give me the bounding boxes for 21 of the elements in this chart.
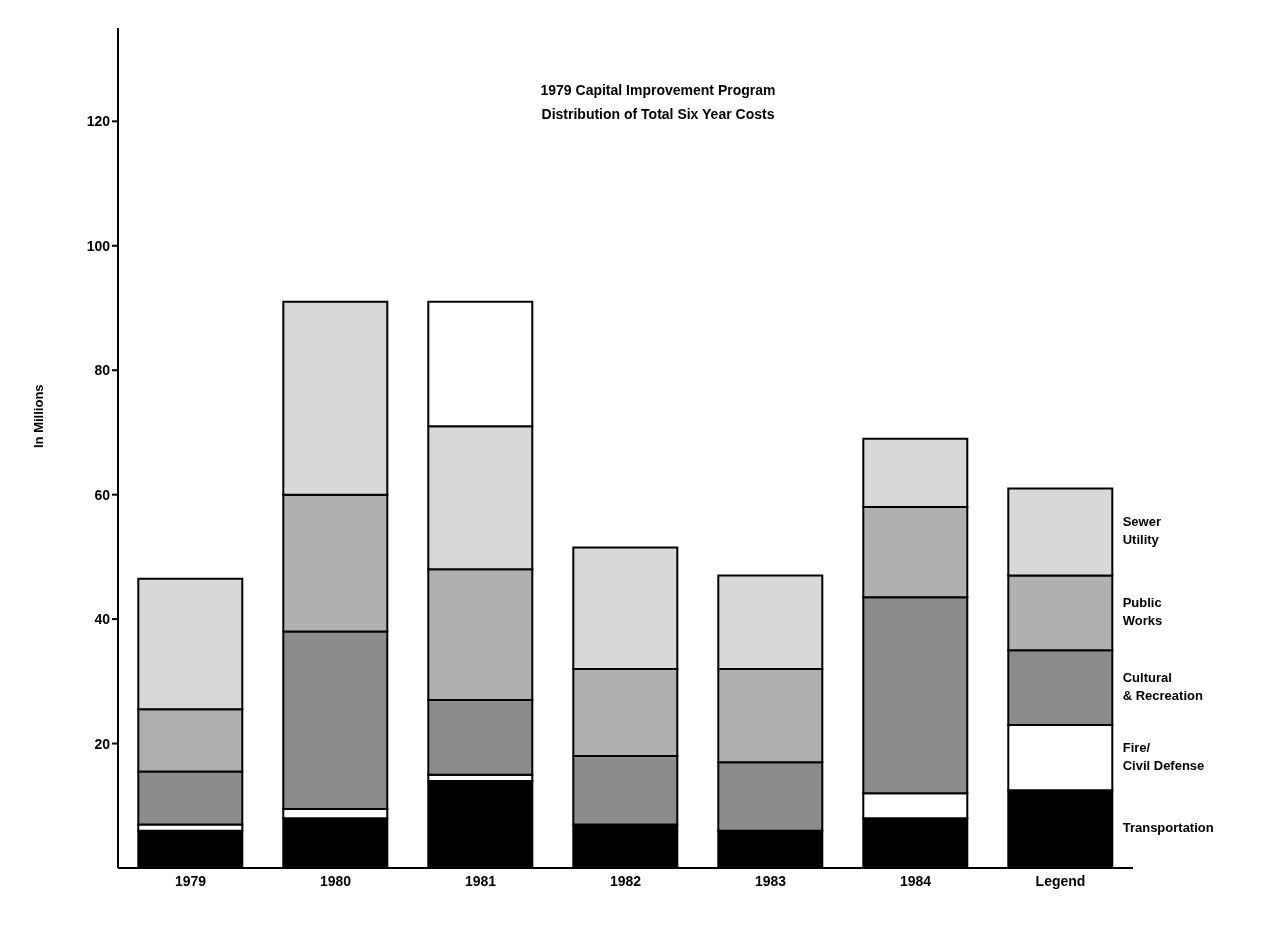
x-tick-label: 1979: [174, 872, 207, 889]
y-tick-label: 120: [86, 113, 111, 130]
series-label: Transportation: [1122, 820, 1214, 836]
series-label: Sewer Utility: [1122, 514, 1162, 548]
series-label: Fire/ Civil Defense: [1122, 739, 1205, 773]
series-label: Cultural & Recreation: [1122, 669, 1203, 703]
x-tick-label: 1981: [464, 872, 497, 889]
y-axis-title: In Millions: [30, 384, 46, 448]
series-label: Public Works: [1122, 595, 1163, 629]
x-tick-label: 1983: [754, 872, 787, 889]
text: 1979 Capital Improvement Program: [539, 81, 777, 100]
text: Distribution of Total Six Year Costs: [540, 105, 776, 124]
x-tick-label: 1982: [609, 872, 642, 889]
y-tick-label: 100: [86, 237, 111, 254]
x-tick-label: 1980: [319, 872, 352, 889]
x-tick-label: 1984: [899, 872, 932, 889]
x-tick-label: Legend: [1035, 872, 1086, 889]
y-tick-label: 40: [94, 611, 111, 628]
y-tick-label: 60: [94, 486, 111, 503]
y-tick-label: 80: [94, 362, 111, 379]
y-tick-label: 20: [94, 735, 111, 752]
